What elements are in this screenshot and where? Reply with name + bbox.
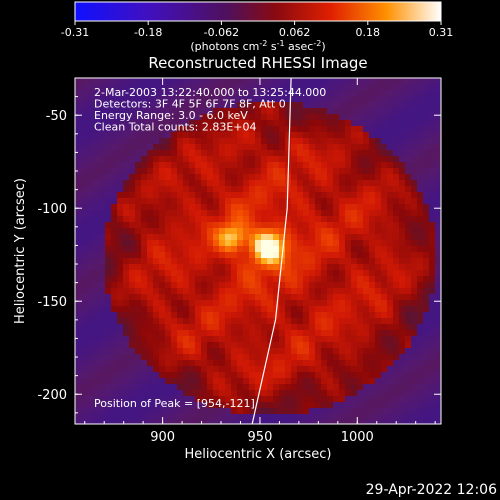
y-tick-label: -200 <box>37 388 67 403</box>
x-tick-label: 900 <box>150 430 175 445</box>
plot-area: 900 950 1000 -50 -100 -150 -200 <box>37 77 442 445</box>
y-tick-label: -50 <box>46 109 67 124</box>
colorbar-tick-label: 0.062 <box>279 26 311 39</box>
plot-frame <box>74 77 442 425</box>
peak-position-text: Position of Peak = [954,-121] <box>94 397 255 410</box>
x-tick-label: 1000 <box>341 430 374 445</box>
annotation-line: Detectors: 3F 4F 5F 6F 7F 8F, Att 0 <box>94 98 286 111</box>
x-axis-label: Heliocentric X (arcsec) <box>185 447 332 462</box>
y-tick-label: -150 <box>37 295 67 310</box>
colorbar: -0.31 -0.18 -0.062 0.062 0.18 0.31 (photons c… <box>61 1 453 54</box>
solar-limb-curve <box>251 78 292 424</box>
chart-title: Reconstructed RHESSI Image <box>148 54 367 72</box>
colorbar-gradient <box>74 1 442 22</box>
colorbar-tick-label: -0.062 <box>204 26 239 39</box>
annotation-block: 2-Mar-2003 13:22:40.000 to 13:25:44.000D… <box>94 86 326 134</box>
y-tick-label: -100 <box>37 202 67 217</box>
y-axis: -50 -100 -150 -200 <box>37 96 441 414</box>
colorbar-unit-label: (photons cm-2 s-1 asec-2) <box>190 39 325 54</box>
colorbar-tick-label: 0.31 <box>429 26 454 39</box>
colorbar-tick-label: -0.18 <box>134 26 162 39</box>
heatmap-image <box>75 78 441 424</box>
timestamp: 29-Apr-2022 12:06 <box>366 482 497 498</box>
colorbar-tick-label: -0.31 <box>61 26 89 39</box>
x-axis: 900 950 1000 <box>84 78 436 445</box>
x-tick-label: 950 <box>248 430 273 445</box>
annotation-line: 2-Mar-2003 13:22:40.000 to 13:25:44.000 <box>94 86 326 99</box>
annotation-line: Clean Total counts: 2.83E+04 <box>94 121 257 134</box>
annotation-line: Energy Range: 3.0 - 6.0 keV <box>94 109 248 122</box>
colorbar-ticks: -0.31 -0.18 -0.062 0.062 0.18 0.31 <box>61 21 453 39</box>
colorbar-tick-label: 0.18 <box>356 26 381 39</box>
y-axis-label: Heliocentric Y (arcsec) <box>13 178 28 324</box>
